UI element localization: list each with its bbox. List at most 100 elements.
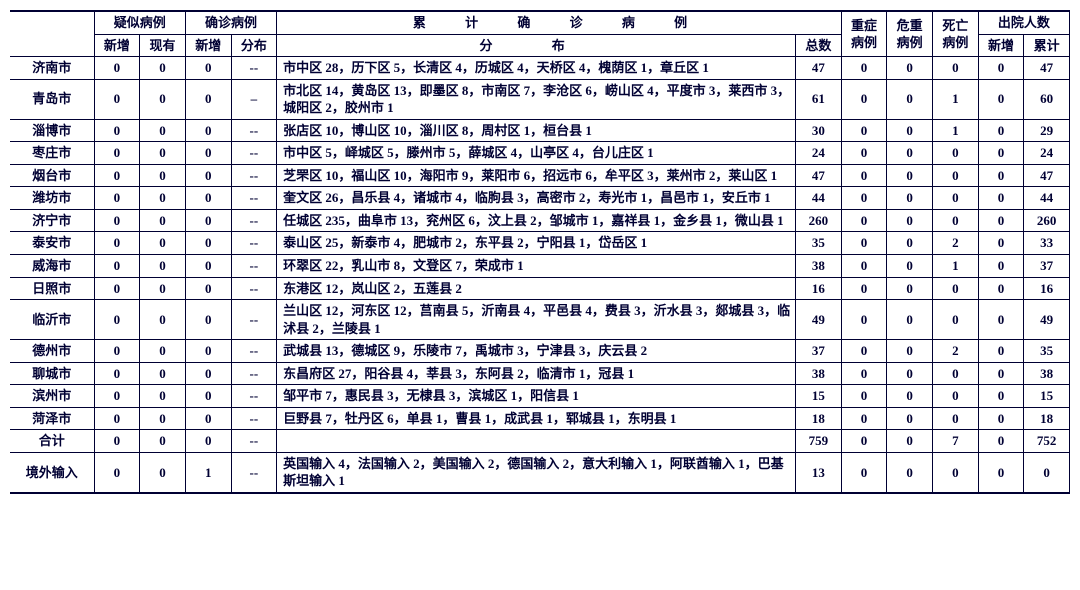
cell-severe: 0 [841, 407, 887, 430]
cell-suspect-new: 0 [94, 300, 140, 340]
cell-suspect-existing: 0 [140, 340, 186, 363]
table-row: 菏泽市000--巨野县 7，牡丹区 6，单县 1，曹县 1，成武县 1，郓城县 … [10, 407, 1070, 430]
table-row: 合计000--7590070752 [10, 430, 1070, 453]
cell-discharged-cum: 47 [1024, 164, 1070, 187]
cell-discharged-cum: 38 [1024, 362, 1070, 385]
cell-distribution: 东昌府区 27，阳谷县 4，莘县 3，东阿县 2，临清市 1，冠县 1 [277, 362, 796, 385]
cell-suspect-new: 0 [94, 119, 140, 142]
col-dist: 分 布 [277, 34, 796, 57]
cell-suspect-existing: 0 [140, 79, 186, 119]
cell-total: 38 [796, 362, 842, 385]
table-row: 青岛市000–市北区 14，黄岛区 13，即墨区 8，市南区 7，李沧区 6，崂… [10, 79, 1070, 119]
cell-critical: 0 [887, 430, 933, 453]
cell-discharged-new: 0 [978, 232, 1024, 255]
cell-suspect-existing: 0 [140, 407, 186, 430]
cell-discharged-new: 0 [978, 255, 1024, 278]
cell-discharged-cum: 44 [1024, 187, 1070, 210]
cell-city: 济南市 [10, 57, 94, 80]
col-critical: 危重病例 [887, 11, 933, 57]
cell-city: 菏泽市 [10, 407, 94, 430]
cell-critical: 0 [887, 452, 933, 493]
cell-death: 1 [933, 119, 979, 142]
cell-severe: 0 [841, 79, 887, 119]
col-confirmed-dist: 分布 [231, 34, 277, 57]
cell-suspect-existing: 0 [140, 300, 186, 340]
cell-total: 38 [796, 255, 842, 278]
table-row: 枣庄市000--市中区 5，峄城区 5，滕州市 5，薛城区 4，山亭区 4，台儿… [10, 142, 1070, 165]
cell-suspect-existing: 0 [140, 362, 186, 385]
cell-severe: 0 [841, 187, 887, 210]
col-confirmed-new: 新增 [185, 34, 231, 57]
cell-total: 16 [796, 277, 842, 300]
cell-distribution: 芝罘区 10，福山区 10，海阳市 9，莱阳市 6，招远市 6，牟平区 3，莱州… [277, 164, 796, 187]
cell-confirmed-dist: -- [231, 255, 277, 278]
cell-discharged-new: 0 [978, 119, 1024, 142]
cell-total: 24 [796, 142, 842, 165]
cell-confirmed-dist: -- [231, 232, 277, 255]
cell-confirmed-new: 0 [185, 300, 231, 340]
cell-death: 0 [933, 57, 979, 80]
cell-distribution [277, 430, 796, 453]
table-row: 境外输入001--英国输入 4，法国输入 2，美国输入 2，德国输入 2，意大利… [10, 452, 1070, 493]
cell-total: 759 [796, 430, 842, 453]
cell-city: 枣庄市 [10, 142, 94, 165]
cell-discharged-cum: 35 [1024, 340, 1070, 363]
col-death: 死亡病例 [933, 11, 979, 57]
col-severe: 重症病例 [841, 11, 887, 57]
cell-total: 260 [796, 209, 842, 232]
cell-death: 0 [933, 452, 979, 493]
cell-suspect-existing: 0 [140, 277, 186, 300]
cell-suspect-existing: 0 [140, 209, 186, 232]
table-row: 临沂市000--兰山区 12，河东区 12，莒南县 5，沂南县 4，平邑县 4，… [10, 300, 1070, 340]
table-row: 济南市000--市中区 28，历下区 5，长清区 4，历城区 4，天桥区 4，槐… [10, 57, 1070, 80]
cell-discharged-new: 0 [978, 79, 1024, 119]
cell-critical: 0 [887, 119, 933, 142]
cell-discharged-cum: 47 [1024, 57, 1070, 80]
cell-suspect-existing: 0 [140, 385, 186, 408]
cell-total: 30 [796, 119, 842, 142]
cell-severe: 0 [841, 209, 887, 232]
table-row: 济宁市000--任城区 235，曲阜市 13，兖州区 6，汶上县 2，邹城市 1… [10, 209, 1070, 232]
cell-discharged-cum: 16 [1024, 277, 1070, 300]
cell-confirmed-new: 0 [185, 142, 231, 165]
cell-discharged-cum: 18 [1024, 407, 1070, 430]
cell-discharged-cum: 33 [1024, 232, 1070, 255]
cell-distribution: 环翠区 22，乳山市 8，文登区 7，荣成市 1 [277, 255, 796, 278]
cell-severe: 0 [841, 452, 887, 493]
cell-critical: 0 [887, 209, 933, 232]
epidemic-table: 疑似病例 确诊病例 累 计 确 诊 病 例 重症病例 危重病例 死亡病例 出院人… [10, 10, 1070, 494]
table-row: 威海市000--环翠区 22，乳山市 8，文登区 7，荣成市 138001037 [10, 255, 1070, 278]
col-discharged-cum: 累计 [1024, 34, 1070, 57]
cell-confirmed-new: 0 [185, 340, 231, 363]
cell-critical: 0 [887, 164, 933, 187]
table-row: 聊城市000--东昌府区 27，阳谷县 4，莘县 3，东阿县 2，临清市 1，冠… [10, 362, 1070, 385]
cell-confirmed-dist: -- [231, 385, 277, 408]
cell-confirmed-dist: -- [231, 407, 277, 430]
cell-city: 德州市 [10, 340, 94, 363]
cell-confirmed-new: 0 [185, 430, 231, 453]
cell-distribution: 张店区 10，博山区 10，淄川区 8，周村区 1，桓台县 1 [277, 119, 796, 142]
cell-confirmed-dist: -- [231, 277, 277, 300]
cell-discharged-new: 0 [978, 430, 1024, 453]
cell-death: 2 [933, 340, 979, 363]
cell-discharged-cum: 24 [1024, 142, 1070, 165]
cell-suspect-existing: 0 [140, 57, 186, 80]
cell-total: 61 [796, 79, 842, 119]
cell-critical: 0 [887, 340, 933, 363]
cell-city: 威海市 [10, 255, 94, 278]
cell-confirmed-new: 1 [185, 452, 231, 493]
cell-death: 0 [933, 187, 979, 210]
cell-death: 7 [933, 430, 979, 453]
cell-suspect-existing: 0 [140, 255, 186, 278]
cell-total: 35 [796, 232, 842, 255]
cell-confirmed-dist: – [231, 79, 277, 119]
cell-severe: 0 [841, 232, 887, 255]
cell-confirmed-dist: -- [231, 300, 277, 340]
cell-suspect-new: 0 [94, 209, 140, 232]
cell-death: 1 [933, 79, 979, 119]
cell-confirmed-new: 0 [185, 232, 231, 255]
col-suspect-new: 新增 [94, 34, 140, 57]
cell-distribution: 奎文区 26，昌乐县 4，诸城市 4，临朐县 3，高密市 2，寿光市 1，昌邑市… [277, 187, 796, 210]
cell-confirmed-dist: -- [231, 452, 277, 493]
table-row: 泰安市000--泰山区 25，新泰市 4，肥城市 2，东平县 2，宁阳县 1，岱… [10, 232, 1070, 255]
